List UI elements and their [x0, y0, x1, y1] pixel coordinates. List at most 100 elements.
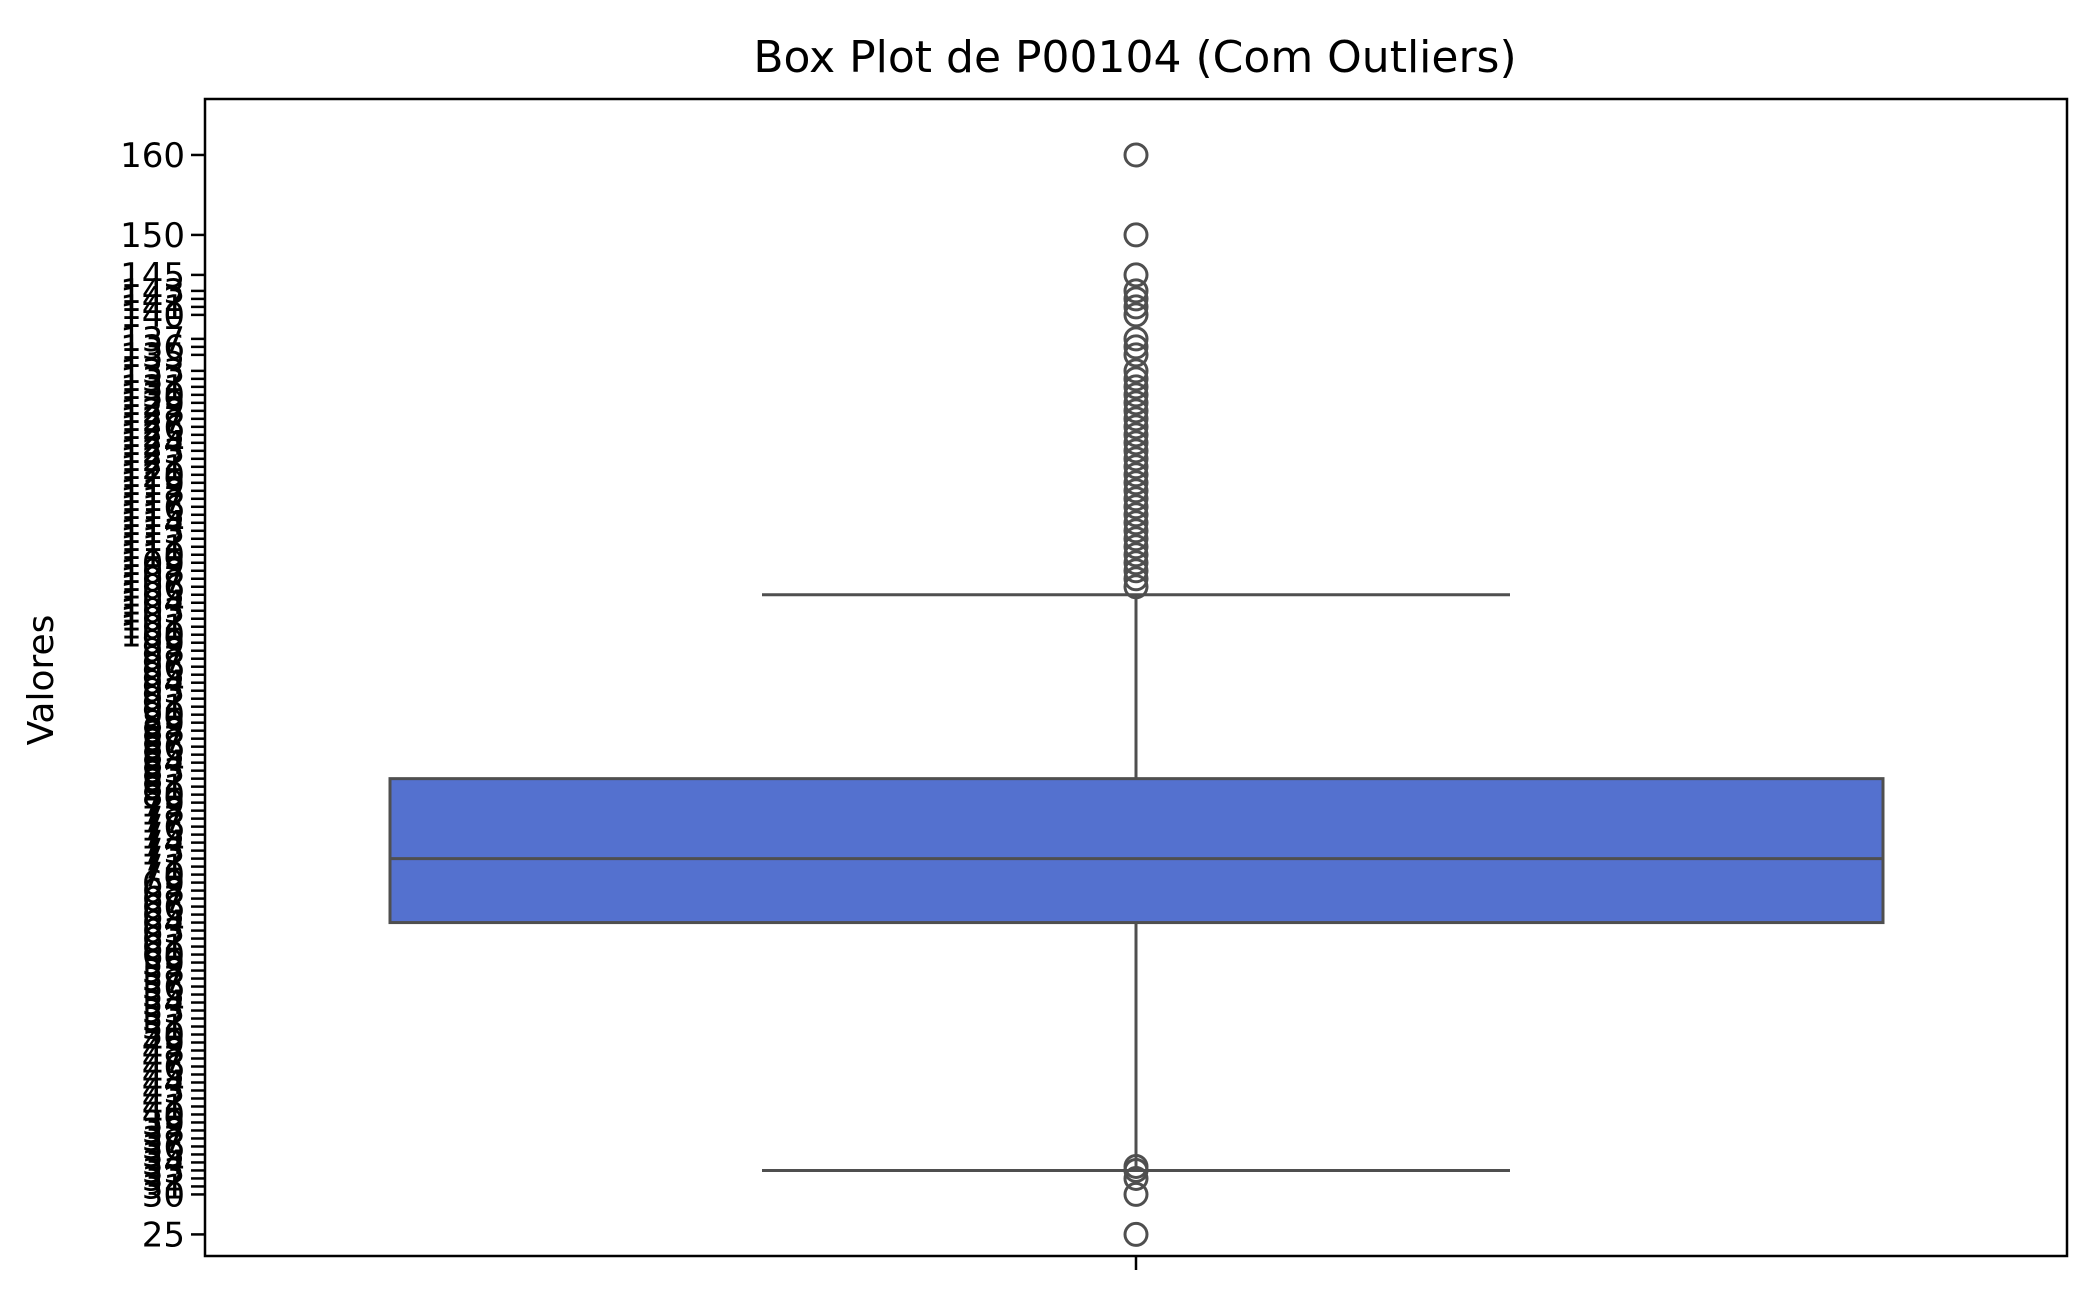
y-tick-label: 32 — [142, 1159, 185, 1199]
y-tick-label: 105 — [120, 576, 185, 616]
y-tick-label: 131 — [120, 368, 185, 408]
y-tick-label: 108 — [120, 552, 185, 592]
y-tick-label: 112 — [120, 520, 185, 560]
y-tick-label: 99 — [142, 624, 185, 664]
y-tick-label: 31 — [142, 1167, 185, 1207]
y-tick-label: 77 — [142, 800, 185, 840]
y-tick-label: 127 — [120, 400, 185, 440]
outlier-point — [1123, 486, 1149, 512]
outlier-point — [1123, 366, 1149, 392]
y-tick-label: 74 — [142, 824, 185, 864]
y-tick-label: 124 — [120, 424, 185, 464]
y-tick-label: 85 — [142, 736, 185, 776]
y-tick-label: 111 — [120, 528, 185, 568]
y-tick-label: 94 — [142, 664, 185, 704]
outlier-point — [1123, 454, 1149, 480]
outlier-point — [1123, 278, 1149, 304]
outlier-point — [1123, 1153, 1149, 1179]
y-tick-label: 67 — [142, 880, 185, 920]
y-tick-label: 81 — [142, 768, 185, 808]
y-tick-label: 57 — [142, 960, 185, 1000]
y-tick-label: 37 — [142, 1119, 185, 1159]
y-tick-label: 123 — [120, 432, 185, 472]
y-tick-label: 47 — [142, 1040, 185, 1080]
y-tick-label: 106 — [120, 568, 185, 608]
outlier-point — [1123, 438, 1149, 464]
y-tick-label: 87 — [142, 720, 185, 760]
y-tick-label: 101 — [120, 608, 185, 648]
y-tick-label: 91 — [142, 688, 185, 728]
outlier-point — [1123, 1221, 1149, 1247]
outlier-point — [1123, 262, 1149, 288]
outlier-point — [1123, 374, 1149, 400]
y-tick-label: 128 — [120, 392, 185, 432]
outlier-point — [1123, 526, 1149, 552]
y-tick-label: 126 — [120, 408, 185, 448]
y-tick-label: 56 — [142, 968, 185, 1008]
y-tick-label: 64 — [142, 904, 185, 944]
y-tick-label: 43 — [142, 1071, 185, 1111]
outlier-point — [1123, 446, 1149, 472]
outlier-point — [1123, 510, 1149, 536]
outlier-point — [1123, 462, 1149, 488]
y-tick-label: 42 — [142, 1079, 185, 1119]
outlier-point — [1123, 414, 1149, 440]
y-tick-label: 88 — [142, 712, 185, 752]
y-tick-label: 133 — [120, 352, 185, 392]
outlier-point — [1123, 534, 1149, 560]
y-tick-label: 69 — [142, 864, 185, 904]
y-tick-label: 75 — [142, 816, 185, 856]
plot-area — [388, 142, 1885, 1247]
outlier-point — [1123, 566, 1149, 592]
y-tick-label: 66 — [142, 888, 185, 928]
y-tick-label: 92 — [142, 680, 185, 720]
y-axis-ticks: 2530313233343536373839404142434445464748… — [120, 136, 205, 1255]
y-tick-label: 145 — [120, 256, 185, 296]
y-tick-label: 33 — [142, 1151, 185, 1191]
y-tick-label: 70 — [142, 856, 185, 896]
y-tick-label: 50 — [142, 1016, 185, 1056]
y-tick-label: 61 — [142, 928, 185, 968]
y-tick-label: 35 — [142, 1135, 185, 1175]
outlier-point — [1123, 518, 1149, 544]
outlier-point — [1123, 478, 1149, 504]
y-tick-label: 129 — [120, 384, 185, 424]
y-tick-label: 44 — [142, 1063, 185, 1103]
outlier-point — [1123, 358, 1149, 384]
y-tick-label: 80 — [142, 776, 185, 816]
y-tick-label: 62 — [142, 920, 185, 960]
y-tick-label: 55 — [142, 976, 185, 1016]
y-axis-label: Valores — [21, 615, 62, 746]
outlier-point — [1123, 382, 1149, 408]
y-tick-label: 63 — [142, 912, 185, 952]
y-tick-label: 130 — [120, 376, 185, 416]
outlier-point — [1123, 222, 1149, 248]
outlier-point — [1123, 398, 1149, 424]
y-tick-label: 109 — [120, 544, 185, 584]
y-tick-label: 39 — [142, 1103, 185, 1143]
y-tick-label: 54 — [142, 984, 185, 1024]
y-tick-label: 45 — [142, 1055, 185, 1095]
y-tick-label: 137 — [120, 320, 185, 360]
y-tick-label: 113 — [120, 512, 185, 552]
y-tick-label: 38 — [142, 1111, 185, 1151]
y-tick-label: 49 — [142, 1024, 185, 1064]
y-tick-label: 118 — [120, 472, 185, 512]
y-tick-label: 121 — [120, 448, 185, 488]
y-tick-label: 141 — [120, 288, 185, 328]
outlier-point — [1123, 542, 1149, 568]
y-tick-label: 132 — [120, 360, 185, 400]
y-tick-label: 150 — [120, 216, 185, 256]
y-tick-label: 34 — [142, 1143, 185, 1183]
y-tick-label: 72 — [142, 840, 185, 880]
chart-title: Box Plot de P00104 (Com Outliers) — [753, 32, 1516, 83]
y-tick-label: 96 — [142, 648, 185, 688]
y-tick-label: 84 — [142, 744, 185, 784]
y-tick-label: 115 — [120, 496, 185, 536]
y-tick-label: 82 — [142, 760, 185, 800]
y-tick-label: 89 — [142, 704, 185, 744]
y-tick-label: 140 — [120, 296, 185, 336]
outlier-point — [1123, 142, 1149, 168]
y-tick-label: 48 — [142, 1032, 185, 1072]
outlier-point — [1123, 470, 1149, 496]
